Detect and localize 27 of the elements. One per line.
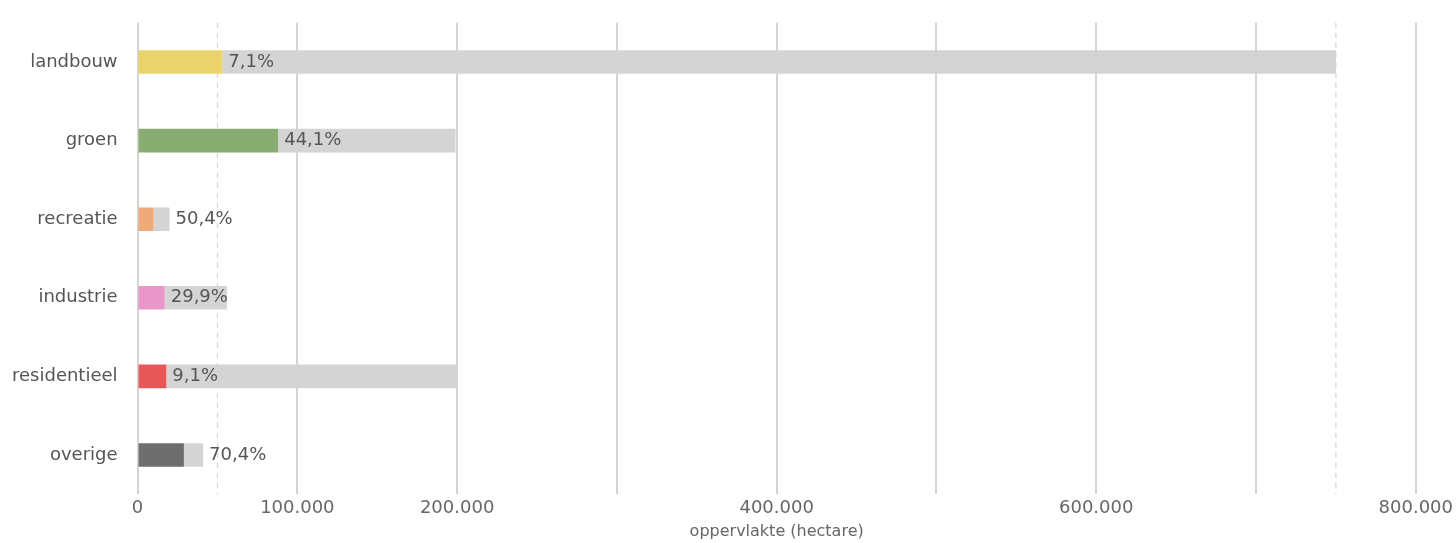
y-tick-label: groen	[65, 128, 118, 150]
bar	[138, 50, 223, 74]
bar	[183, 443, 204, 467]
bar	[138, 286, 165, 310]
y-tick-label: landbouw	[30, 49, 118, 71]
x-axis-title: oppervlakte (hectare)	[689, 520, 864, 540]
y-tick-label: recreatie	[37, 206, 118, 228]
annotation: 44,1%	[284, 128, 342, 150]
x-tick-label: 200.000	[419, 495, 495, 517]
annotation: 29,9%	[170, 285, 228, 307]
x-tick-label: 100.000	[260, 495, 335, 517]
annotation: 9,1%	[172, 364, 219, 386]
bar	[138, 128, 279, 153]
bar	[138, 364, 167, 389]
x-tick-label: 400.000	[739, 495, 814, 517]
x-tick-label: 600.000	[1059, 495, 1134, 517]
x-tick-label: 0	[131, 495, 144, 517]
annotation: 50,4%	[175, 206, 233, 228]
bar	[138, 207, 154, 231]
y-tick-label: overige	[49, 442, 118, 464]
y-tick-label: industrie	[38, 285, 118, 307]
bar	[138, 443, 184, 467]
annotation: 70,4%	[209, 442, 267, 464]
y-tick-label: residentieel	[12, 364, 118, 386]
annotation: 7,1%	[228, 49, 274, 71]
x-tick-label: 800.000	[1378, 495, 1453, 517]
bar	[153, 207, 170, 231]
